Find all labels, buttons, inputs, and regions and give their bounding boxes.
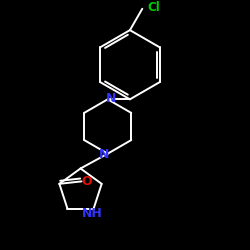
Text: O: O — [82, 175, 92, 188]
Text: NH: NH — [82, 207, 103, 220]
Text: N: N — [106, 92, 117, 104]
Text: N: N — [99, 148, 109, 162]
Text: Cl: Cl — [147, 1, 160, 14]
